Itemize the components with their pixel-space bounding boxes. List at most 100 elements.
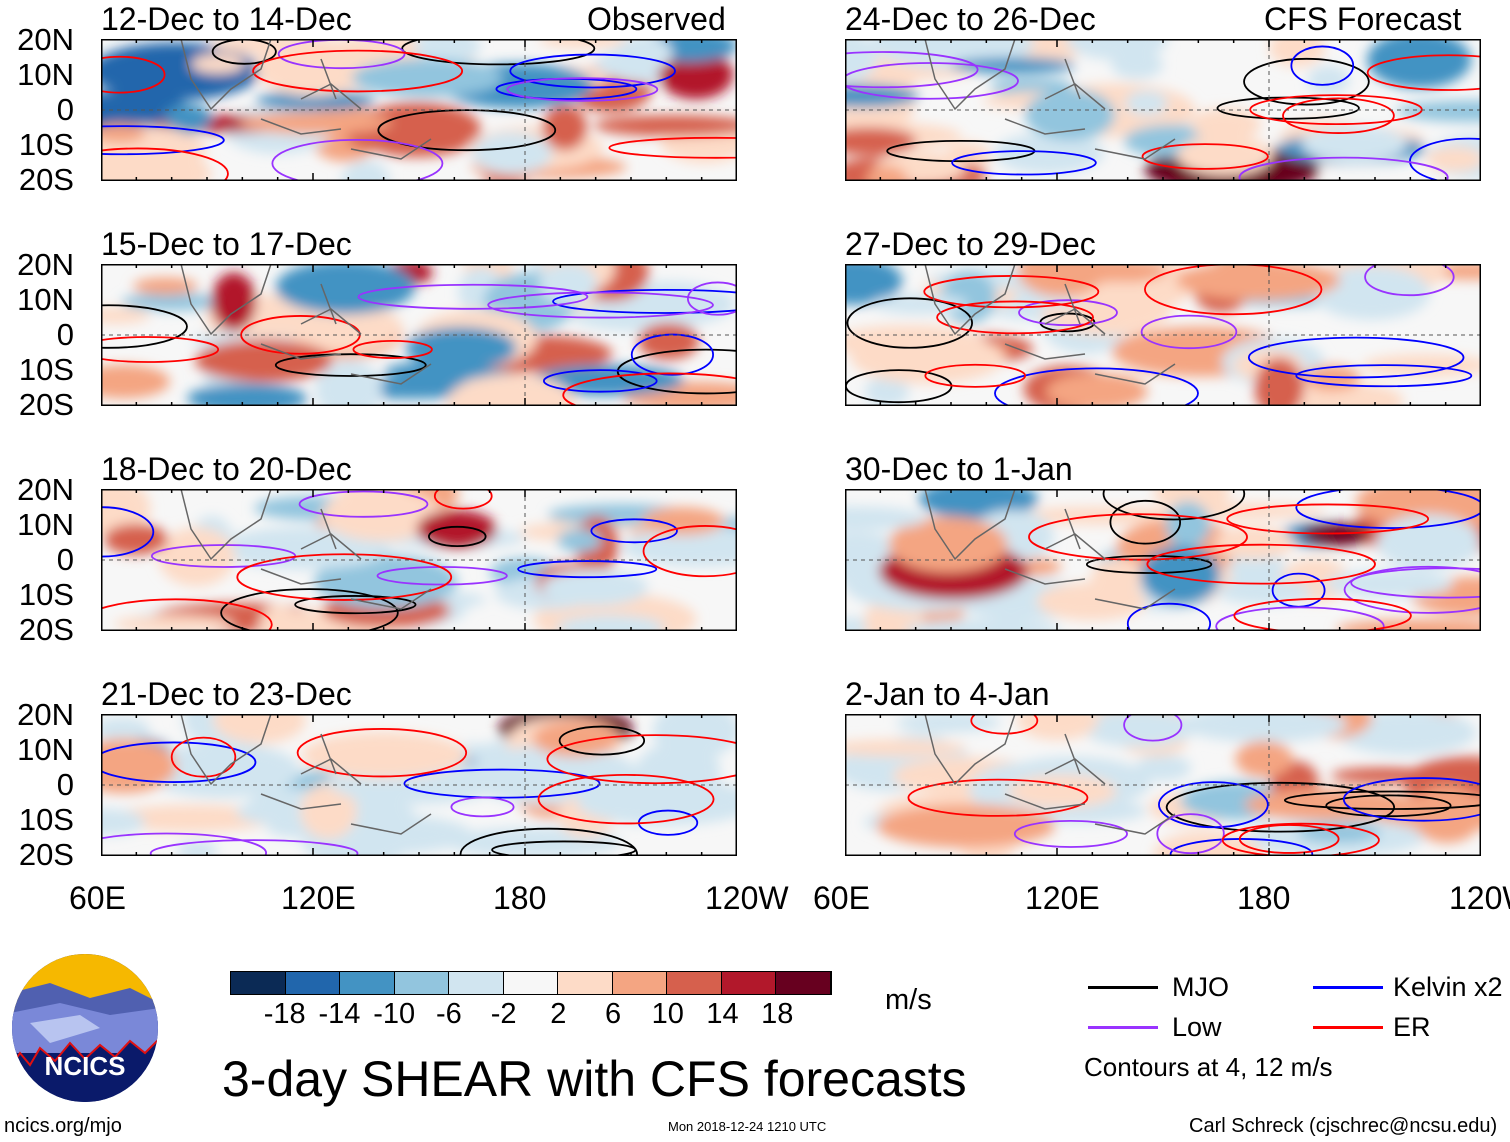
ncics-logo: NCICS — [12, 954, 158, 1102]
shear-map-panel — [101, 264, 737, 406]
shear-anomaly-blob — [1335, 714, 1477, 756]
shear-anomaly-blob — [845, 264, 903, 305]
lon-label: 120E — [281, 880, 356, 916]
shear-anomaly-blob — [472, 132, 553, 175]
shear-anomaly-blob — [1125, 90, 1168, 116]
er-contour — [252, 49, 464, 93]
lat-label: 10N — [17, 282, 74, 317]
legend-er: ER — [1393, 1012, 1431, 1042]
er-contour — [1028, 513, 1248, 561]
shear-anomaly-blob — [1180, 714, 1348, 743]
shear-anomaly-blob — [1045, 372, 1148, 406]
colorbar-swatch — [721, 972, 777, 994]
panel-title: 15-Dec to 17-Dec — [101, 226, 352, 262]
shear-anomaly-blob — [1153, 489, 1231, 510]
shear-anomaly-blob — [1425, 146, 1481, 172]
kelvin-contour — [1342, 777, 1481, 822]
er-contour — [1221, 822, 1380, 856]
shear-anomaly-blob — [541, 568, 649, 606]
kelvin-contour — [590, 518, 678, 544]
lat-label: 10S — [18, 127, 74, 162]
kelvin-contour — [994, 367, 1199, 406]
colorbar-swatch — [449, 972, 504, 994]
shear-anomaly-blob — [187, 383, 308, 406]
shear-anomaly-blob — [1367, 39, 1472, 89]
mjo-contour — [1243, 57, 1370, 106]
low-contour — [1013, 819, 1128, 848]
colorbar-label: -6 — [436, 998, 462, 1030]
shear-anomaly-blob — [1312, 266, 1431, 320]
er-contour — [546, 734, 737, 785]
er-contour — [642, 525, 737, 578]
forecast-label: CFS Forecast — [1264, 1, 1462, 37]
shear-anomaly-blob — [845, 506, 928, 531]
colorbar-label: -10 — [373, 998, 416, 1030]
shear-anomaly-blob — [895, 714, 1001, 733]
shear-map-panel — [845, 39, 1481, 181]
mjo-contour — [1109, 499, 1182, 545]
colorbar-swatch — [231, 972, 286, 994]
colorbar-label: -14 — [318, 998, 361, 1030]
shear-anomaly-blob — [300, 783, 357, 839]
coastline — [924, 264, 1176, 385]
colorbar-swatch — [394, 972, 450, 994]
lat-label: 20N — [17, 22, 74, 57]
shear-anomaly-blob — [864, 376, 910, 406]
low-contour — [357, 283, 589, 310]
kelvin-contour — [1126, 602, 1212, 631]
er-contour — [1141, 143, 1269, 170]
er-contour — [1366, 54, 1481, 91]
shear-anomaly-blob — [103, 523, 169, 555]
er-contour — [352, 339, 433, 359]
low-contour — [1215, 606, 1385, 631]
colorbar — [230, 971, 832, 995]
mjo-contour — [377, 109, 557, 152]
kelvin-contour — [1409, 137, 1481, 181]
legend-low: Low — [1172, 1012, 1222, 1042]
kelvin-contour — [951, 150, 1097, 176]
shear-anomaly-blob — [1335, 619, 1481, 631]
lon-label: 60E — [813, 880, 870, 916]
lon-label: 180 — [493, 880, 547, 916]
shear-anomaly-blob — [143, 742, 301, 798]
low-contour — [1364, 264, 1455, 297]
shear-anomaly-blob — [951, 57, 1076, 74]
coastline — [924, 714, 1176, 835]
shear-anomaly-blob — [195, 339, 333, 383]
colorbar-label: -18 — [263, 998, 306, 1030]
shear-anomaly-blob — [1216, 579, 1313, 605]
kelvin-contour — [1169, 838, 1314, 856]
kelvin-legend-line — [1313, 986, 1383, 989]
shear-anomaly-blob — [1007, 774, 1117, 808]
mjo-contour — [401, 39, 596, 66]
kelvin-contour — [1295, 489, 1481, 529]
low-contour — [845, 51, 979, 89]
shear-anomaly-blob — [1176, 134, 1273, 176]
lat-label: 20S — [18, 837, 74, 872]
shear-anomaly-blob — [845, 739, 967, 757]
lat-label: 10S — [18, 352, 74, 387]
shear-anomaly-blob — [321, 489, 443, 541]
shear-anomaly-blob — [615, 39, 673, 72]
er-contour — [101, 598, 273, 631]
low-contour — [450, 796, 515, 818]
shear-anomaly-blob — [157, 527, 236, 587]
er-contour — [1233, 597, 1412, 631]
shear-anomaly-blob — [101, 808, 146, 836]
low-contour — [506, 77, 659, 102]
er-contour — [907, 778, 1089, 817]
shear-anomaly-blob — [238, 111, 392, 135]
panel-title: 27-Dec to 29-Dec — [845, 226, 1096, 262]
colorbar-label: 2 — [550, 998, 567, 1030]
kelvin-contour — [101, 125, 225, 156]
lat-label: 20S — [18, 612, 74, 647]
shear-anomaly-blob — [850, 332, 1004, 384]
lat-label: 0 — [56, 767, 74, 802]
shear-anomaly-blob — [542, 105, 588, 151]
source-url[interactable]: ncics.org/mjo — [4, 1115, 122, 1137]
timestamp: Mon 2018-12-24 1210 UTC — [668, 1119, 827, 1134]
shear-map-panel — [101, 39, 737, 181]
lat-label: 20N — [17, 697, 74, 732]
er-contour — [1238, 824, 1340, 854]
er-contour — [1146, 543, 1376, 585]
